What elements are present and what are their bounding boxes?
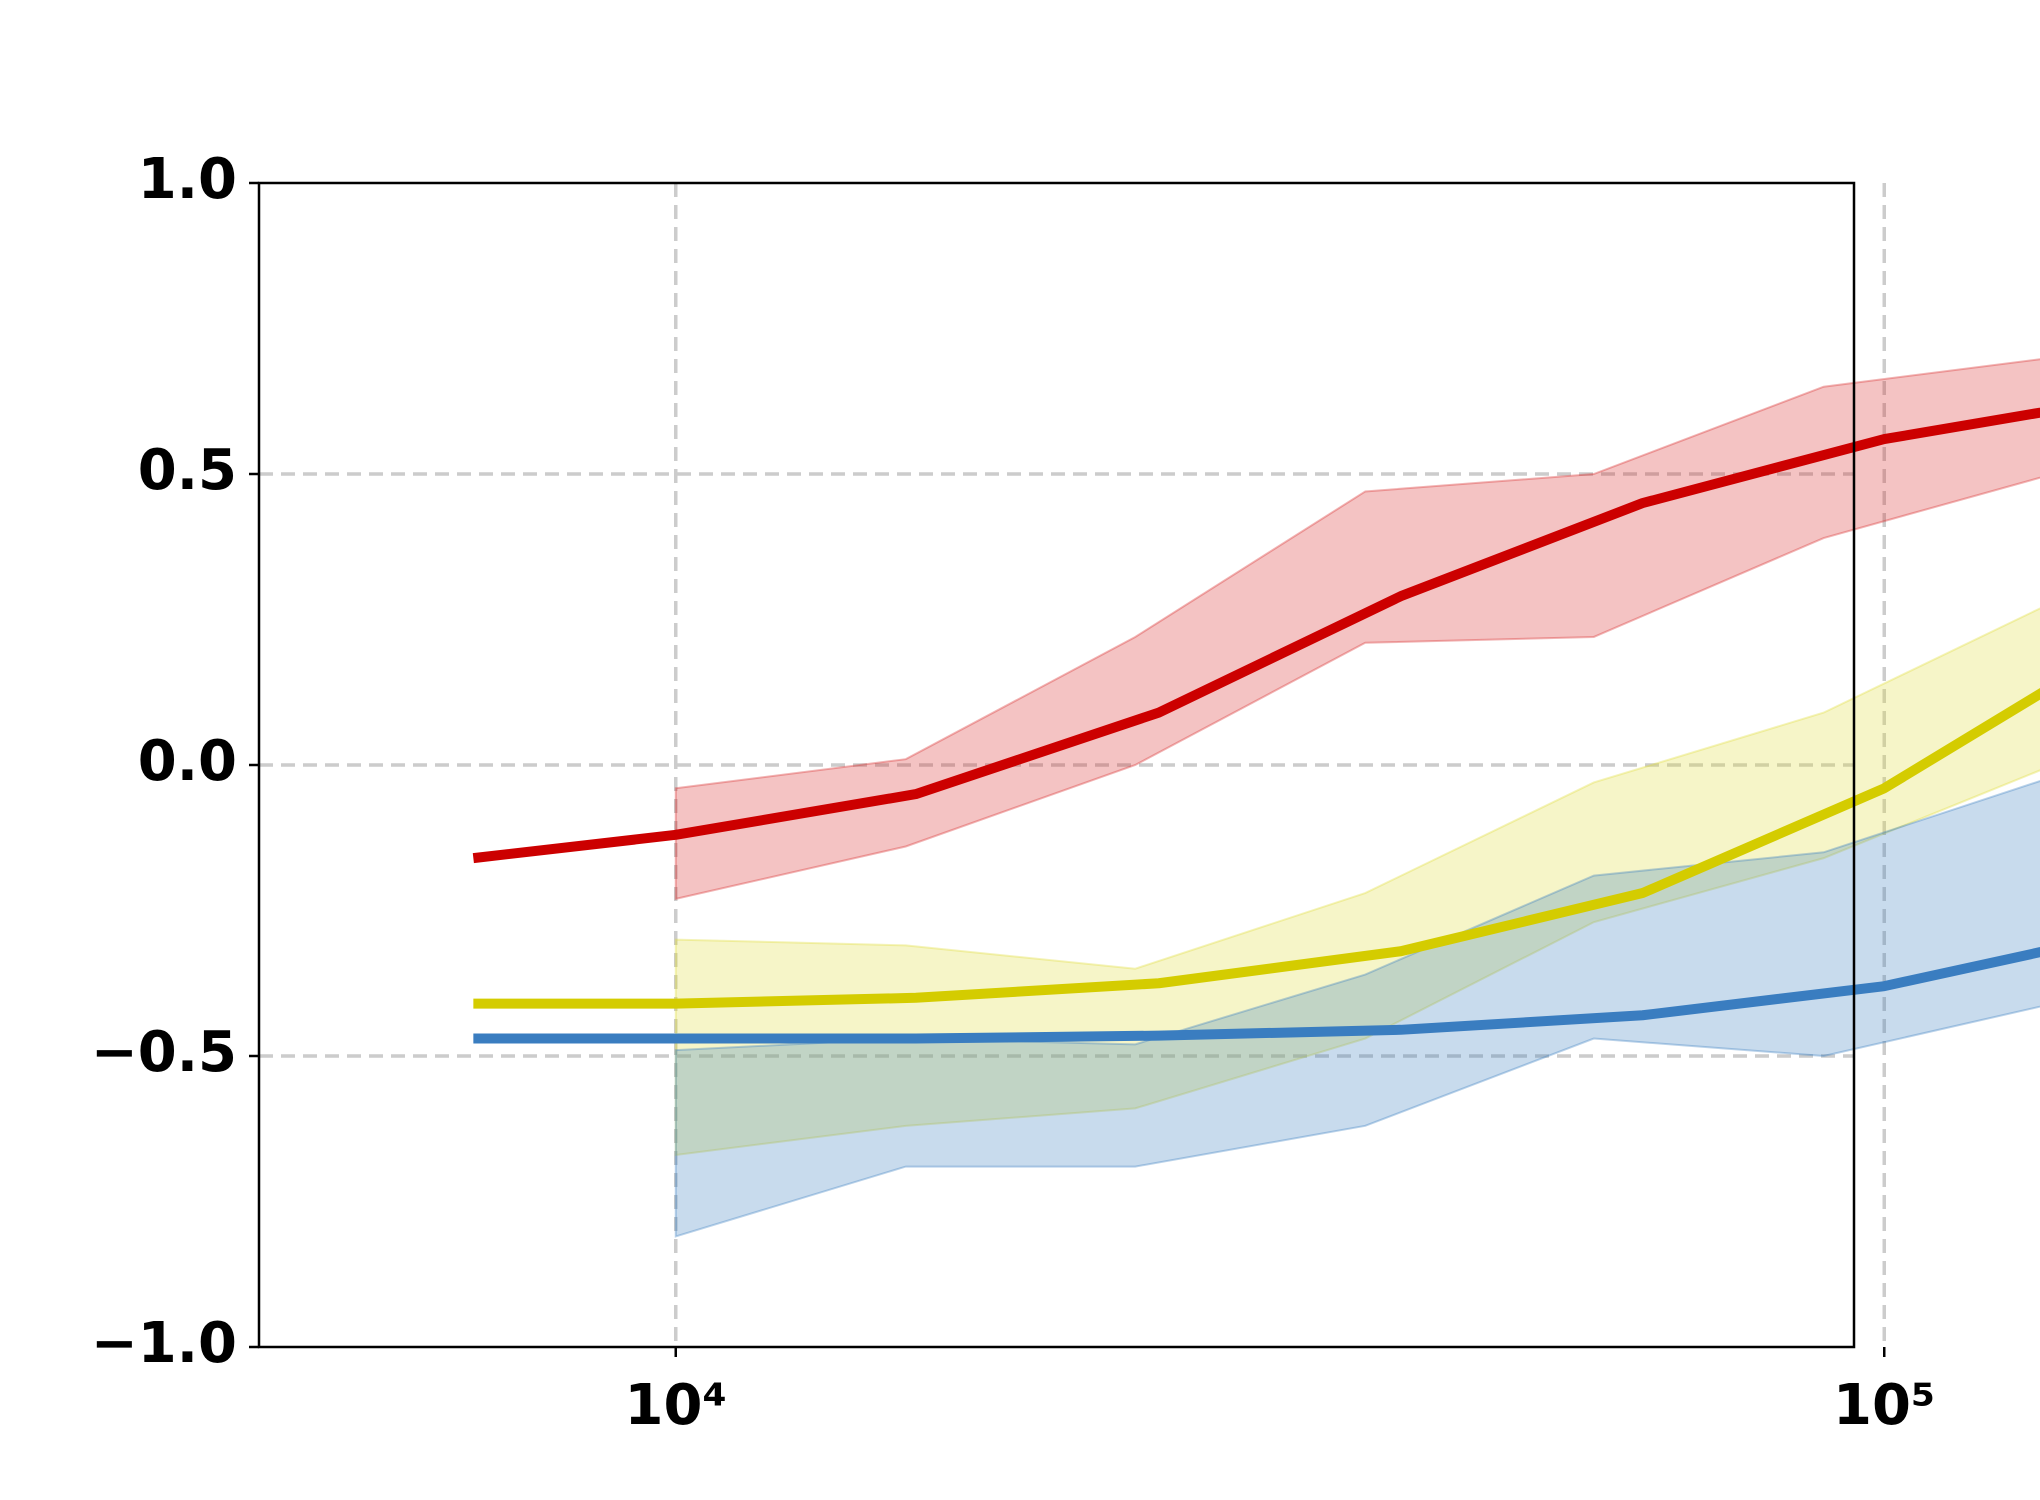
y-tick-label: −1.0	[91, 1311, 237, 1376]
band	[674, 779, 2040, 1238]
y-tick-label: −0.5	[91, 1020, 237, 1085]
line	[473, 947, 2040, 1044]
y-tick-label: 0.5	[138, 438, 237, 503]
y-tick-label: 1.0	[138, 147, 237, 212]
line	[473, 688, 2040, 1009]
x-tick-label: 10⁵	[1833, 1373, 1935, 1438]
band	[674, 607, 2040, 1157]
x-tick-label: 10⁴	[625, 1373, 727, 1438]
line	[472, 407, 2040, 864]
y-tick-label: 0.0	[138, 729, 237, 794]
